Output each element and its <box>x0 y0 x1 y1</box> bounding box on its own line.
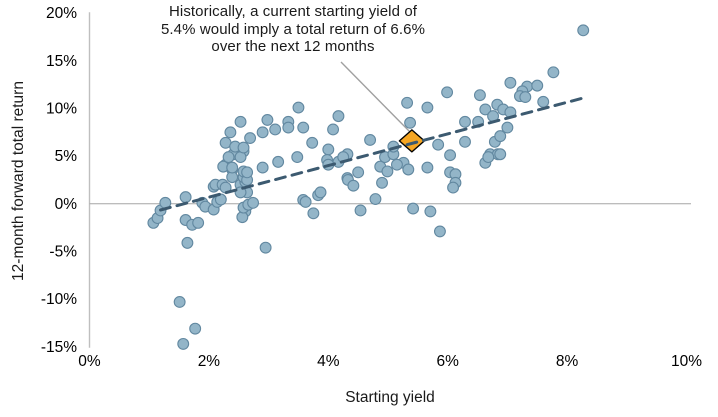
data-point <box>181 236 194 249</box>
data-point <box>299 195 312 208</box>
data-point <box>473 89 486 102</box>
data-point <box>327 123 340 136</box>
data-point <box>256 161 269 174</box>
data-point <box>259 241 272 254</box>
data-point <box>256 126 269 139</box>
data-point <box>402 163 415 176</box>
data-point <box>314 186 327 199</box>
data-point <box>381 165 394 178</box>
data-point <box>347 179 360 192</box>
y-tick-label: 0% <box>55 196 78 213</box>
x-tick-label: 0% <box>78 353 101 370</box>
data-point <box>432 138 445 151</box>
data-point <box>421 101 434 114</box>
data-point <box>391 158 403 171</box>
data-point <box>269 123 282 136</box>
data-point <box>531 79 544 92</box>
data-point <box>504 76 517 89</box>
data-point <box>482 151 495 164</box>
data-point <box>234 186 247 199</box>
data-point <box>459 135 471 148</box>
data-point <box>177 337 190 350</box>
data-point <box>433 225 446 238</box>
data-point <box>306 136 319 149</box>
data-point <box>421 161 434 174</box>
data-point <box>401 96 414 109</box>
y-tick-label: -10% <box>41 291 77 308</box>
data-point <box>404 116 417 129</box>
data-point <box>376 176 388 189</box>
data-point <box>459 115 471 128</box>
y-tick-label: -15% <box>41 339 77 356</box>
data-point <box>441 86 454 99</box>
data-point <box>291 151 304 164</box>
trend-line <box>159 96 587 212</box>
data-point <box>224 126 237 139</box>
data-point <box>189 322 202 335</box>
data-point <box>354 204 367 217</box>
data-point <box>444 149 457 162</box>
data-point <box>307 207 320 220</box>
data-point <box>322 143 335 156</box>
data-point <box>547 66 560 79</box>
data-point <box>222 151 235 164</box>
data-point <box>519 91 532 104</box>
data-point <box>501 121 514 134</box>
data-point <box>282 121 295 134</box>
data-point <box>494 148 507 161</box>
data-point <box>272 155 285 168</box>
data-point <box>244 132 257 144</box>
x-tick-label: 10% <box>671 353 702 370</box>
annotation-text: Historically, a current starting yield o… <box>128 3 458 56</box>
y-tick-label: -5% <box>49 243 77 260</box>
data-point <box>247 196 260 209</box>
data-point <box>241 166 254 179</box>
x-tick-label: 4% <box>317 353 340 370</box>
y-tick-label: 5% <box>55 148 78 165</box>
data-point <box>479 103 492 116</box>
data-point <box>494 130 507 143</box>
y-tick-label: 20% <box>46 5 77 22</box>
x-tick-label: 8% <box>556 353 579 370</box>
data-point <box>424 205 437 218</box>
data-point <box>352 166 365 179</box>
data-point <box>226 161 239 174</box>
x-axis-title: Starting yield <box>345 389 435 406</box>
annotation-leader-line <box>340 61 414 136</box>
y-tick-label: 10% <box>46 101 77 118</box>
data-point <box>369 193 382 205</box>
data-point <box>332 110 345 123</box>
x-tick-label: 2% <box>198 353 221 370</box>
annotation-line-3: over the next 12 months <box>211 38 375 55</box>
annotation-line-2: 5.4% would imply a total return of 6.6% <box>160 20 426 38</box>
data-point <box>297 121 310 134</box>
highlight-point <box>398 129 426 153</box>
annotation-line-1: Historically, a current starting yield o… <box>168 3 418 20</box>
data-point <box>577 24 590 37</box>
data-point <box>234 115 247 128</box>
data-point <box>364 133 377 146</box>
y-tick-label: 15% <box>46 53 77 70</box>
data-point <box>407 202 420 215</box>
data-point <box>173 296 186 308</box>
data-point <box>179 191 192 204</box>
data-point <box>447 181 460 194</box>
data-point <box>192 216 205 229</box>
y-axis-title: 12-month forward total return <box>10 81 27 281</box>
data-point <box>237 141 250 154</box>
data-point <box>537 95 550 108</box>
data-point <box>261 113 274 126</box>
data-point <box>292 101 305 114</box>
x-tick-label: 6% <box>436 353 459 370</box>
